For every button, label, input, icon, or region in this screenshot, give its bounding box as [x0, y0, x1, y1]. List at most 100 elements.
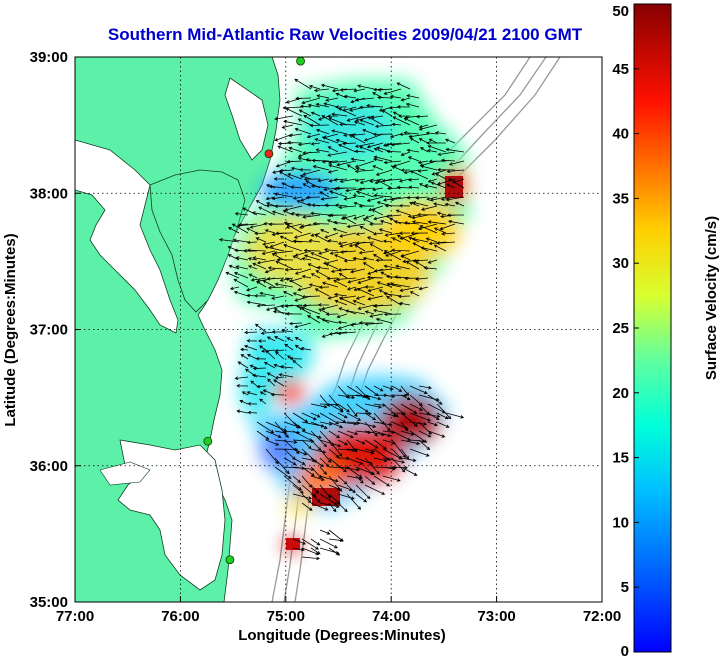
velocity-vector: [369, 178, 384, 183]
velocity-vector: [328, 439, 343, 457]
velocity-vector: [292, 292, 303, 297]
velocity-vector: [437, 151, 456, 156]
velocity-vector: [352, 256, 366, 261]
velocity-vector: [327, 114, 339, 118]
velocity-vector: [415, 196, 429, 200]
velocity-vector: [434, 131, 447, 135]
velocity-vector: [294, 337, 303, 342]
velocity-vector: [319, 421, 333, 426]
velocity-vector: [265, 350, 276, 360]
velocity-vector: [412, 242, 429, 252]
velocity-vector: [400, 385, 410, 396]
velocity-vector: [371, 209, 384, 216]
velocity-vector: [447, 219, 465, 225]
velocity-vector: [287, 173, 303, 180]
velocity-vector: [250, 277, 267, 282]
velocity-vector: [358, 204, 375, 208]
velocity-vector: [299, 168, 312, 172]
velocity-vector: [436, 421, 450, 428]
velocity-vector: [267, 266, 285, 270]
velocity-vector: [283, 457, 297, 466]
velocity-vector: [331, 88, 348, 93]
velocity-vector: [255, 200, 267, 207]
velocity-vector: [228, 227, 240, 234]
velocity-vector: [235, 265, 249, 270]
velocity-vector: [322, 259, 339, 265]
velocity-vector: [346, 448, 358, 452]
velocity-vector: [367, 286, 384, 293]
velocity-vector: [234, 212, 249, 216]
velocity-vector: [310, 502, 329, 511]
velocity-vector: [372, 232, 384, 236]
velocity-vector: [367, 295, 384, 301]
velocity-vector: [395, 264, 411, 270]
velocity-vector: [373, 268, 393, 273]
velocity-vector: [409, 291, 420, 297]
velocity-vector: [310, 252, 330, 261]
velocity-vector: [259, 398, 267, 405]
velocity-vector: [328, 164, 348, 171]
velocity-vector: [373, 304, 393, 308]
velocity-vector: [358, 250, 375, 255]
velocity-vector: [328, 448, 340, 458]
velocity-vector: [337, 331, 357, 336]
velocity-vector: [386, 149, 402, 154]
velocity-vector: [427, 178, 438, 183]
velocity-vector: [278, 171, 294, 180]
velocity-vector: [369, 222, 384, 226]
velocity-vector: [409, 412, 431, 422]
station-north: [296, 57, 305, 66]
velocity-vector: [418, 138, 429, 144]
velocity-vector: [266, 336, 276, 342]
velocity-vector: [328, 403, 344, 413]
velocity-vector: [436, 211, 447, 216]
velocity-vector: [337, 502, 348, 513]
velocity-vector: [301, 538, 319, 550]
velocity-vector: [301, 547, 320, 556]
velocity-vector: [376, 179, 393, 189]
x-tick-label: 74:00: [372, 608, 410, 625]
velocity-vector: [417, 169, 429, 173]
velocity-vector: [402, 259, 420, 264]
velocity-vector: [400, 448, 410, 460]
velocity-vector: [439, 223, 456, 231]
velocity-vector: [411, 214, 429, 220]
velocity-vector: [333, 292, 348, 297]
velocity-vector: [345, 187, 366, 193]
velocity-vector: [248, 265, 258, 270]
velocity-vector: [265, 448, 279, 465]
velocity-vector: [229, 286, 240, 291]
velocity-vector: [264, 268, 276, 274]
velocity-vector: [247, 402, 258, 406]
velocity-vector: [383, 250, 402, 261]
velocity-vector: [285, 107, 303, 117]
velocity-vector: [319, 191, 330, 198]
velocity-vector: [336, 160, 357, 167]
velocity-vector: [236, 409, 249, 414]
velocity-vector: [244, 330, 258, 335]
albemarle-sound: [99, 461, 151, 486]
velocity-vector: [278, 373, 294, 378]
velocity-vector: [391, 385, 403, 392]
velocity-vector: [427, 220, 447, 225]
velocity-vector: [275, 231, 294, 236]
velocity-vector: [448, 178, 465, 189]
velocity-vector: [292, 493, 313, 500]
velocity-vector: [416, 114, 429, 119]
velocity-vector: [408, 133, 429, 139]
velocity-vector: [337, 268, 357, 272]
velocity-vector: [319, 529, 331, 535]
velocity-vector: [327, 295, 339, 300]
x-axis-ticks: 77:00 76:00 75:00 74:00 73:00 72:00: [56, 596, 621, 625]
station-cape: [264, 149, 274, 159]
velocity-vector: [317, 303, 330, 307]
velocity-vector: [390, 196, 411, 202]
velocity-vector: [400, 421, 409, 432]
velocity-vector: [364, 466, 374, 476]
colorbar-tick-label: 10: [612, 514, 629, 531]
velocity-vector: [266, 277, 285, 281]
colorbar-tick-label: 35: [612, 190, 629, 207]
velocity-vector: [292, 421, 306, 432]
velocity-vector: [316, 128, 330, 135]
velocity-vector: [346, 286, 357, 291]
